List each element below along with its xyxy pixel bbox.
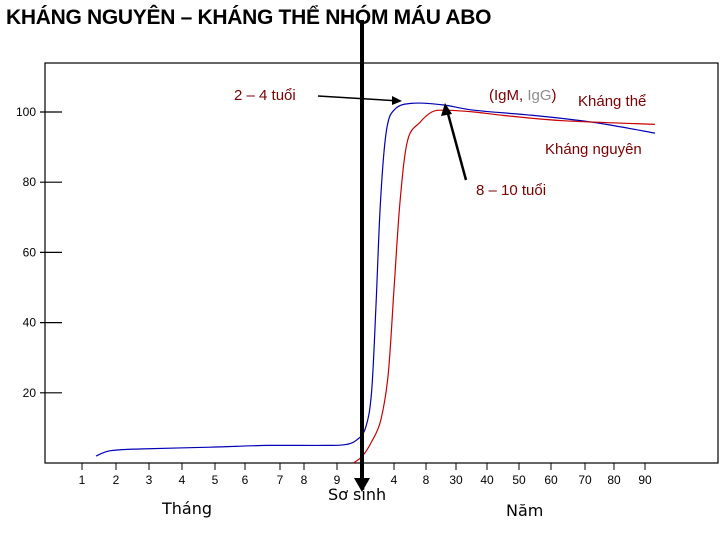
x-month-tick-label-7: 8 <box>301 473 308 487</box>
x-year-tick-label-6: 70 <box>578 473 592 487</box>
y-tick-label-60: 60 <box>23 245 37 259</box>
annotation-igg-close: ) <box>552 87 557 104</box>
x-year-tick-label-8: 90 <box>638 473 652 487</box>
x-axis-ticks: 1 2 3 4 5 6 7 8 9 4 8 30 40 50 60 70 80 90 <box>79 463 652 487</box>
series-line-khang-the <box>353 109 656 464</box>
y-tick-100: 100 <box>16 105 62 119</box>
x-label-months: Tháng <box>161 499 212 518</box>
series-layer <box>95 102 656 464</box>
y-tick-60: 60 <box>23 245 62 259</box>
birth-arrowhead <box>354 478 370 492</box>
x-month-tick-label-2: 3 <box>146 473 153 487</box>
annotation-khang-nguyen: Kháng nguyên <box>545 141 642 158</box>
annotation-khang-the: Kháng thể <box>578 93 646 110</box>
x-year-tick-label-1: 8 <box>423 473 430 487</box>
arrow-8-10-tuoi-head <box>441 103 452 116</box>
x-year-tick-label-2: 30 <box>449 473 463 487</box>
x-year-tick-label-3: 40 <box>480 473 494 487</box>
annotation-igg-ig: Ig <box>527 87 540 104</box>
arrow-8-10-tuoi <box>445 109 468 181</box>
plot-frame <box>44 62 719 464</box>
x-label-birth: Sơ sinh <box>328 485 386 504</box>
y-tick-40: 40 <box>23 316 62 330</box>
y-axis-ticks: 20 40 60 80 100 <box>16 105 62 400</box>
annotation-igm-igg: (IgM, IgG) <box>489 87 557 104</box>
x-month-tick-label-6: 7 <box>277 473 284 487</box>
x-label-years: Năm <box>506 501 543 520</box>
x-month-tick-label-4: 5 <box>212 473 219 487</box>
series-line-khang-nguyen <box>95 102 656 457</box>
y-tick-20: 20 <box>23 386 62 400</box>
arrow-2-4-tuoi-head <box>392 96 402 105</box>
annotation-igg-g: G <box>540 87 552 104</box>
annotation-2-4-tuoi: 2 – 4 tuổi <box>234 87 296 104</box>
y-tick-80: 80 <box>23 175 62 189</box>
y-tick-label-20: 20 <box>23 386 37 400</box>
annotation-igm-m: M, <box>507 87 528 104</box>
x-year-tick-label-4: 50 <box>512 473 526 487</box>
annotation-8-10-tuoi: 8 – 10 tuổi <box>476 182 546 199</box>
x-year-tick-label-5: 60 <box>544 473 558 487</box>
y-tick-label-100: 100 <box>16 105 36 119</box>
x-year-tick-label-0: 4 <box>391 473 398 487</box>
x-month-tick-label-8: 9 <box>334 473 341 487</box>
x-month-tick-label-5: 6 <box>242 473 249 487</box>
y-tick-label-40: 40 <box>23 316 37 330</box>
annotation-igm-open: (Ig <box>489 87 507 104</box>
page-title: KHÁNG NGUYÊN – KHÁNG THỂ NHÓM MÁU ABO <box>6 6 492 29</box>
y-tick-label-80: 80 <box>23 175 37 189</box>
x-year-tick-label-7: 80 <box>607 473 621 487</box>
x-month-tick-label-0: 1 <box>79 473 86 487</box>
x-month-tick-label-3: 4 <box>179 473 186 487</box>
x-month-tick-label-1: 2 <box>113 473 120 487</box>
arrow-2-4-tuoi <box>317 95 401 102</box>
